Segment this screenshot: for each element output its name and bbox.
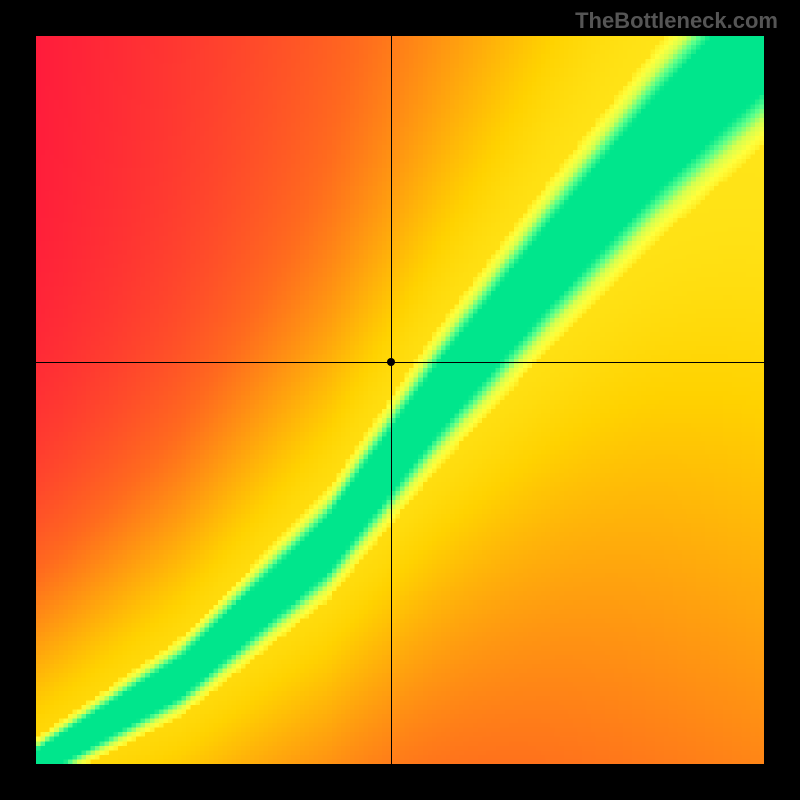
crosshair-vertical (391, 36, 392, 764)
bottleneck-heatmap (36, 36, 764, 764)
watermark-text: TheBottleneck.com (575, 8, 778, 34)
crosshair-horizontal (36, 362, 764, 363)
chart-container: TheBottleneck.com (0, 0, 800, 800)
